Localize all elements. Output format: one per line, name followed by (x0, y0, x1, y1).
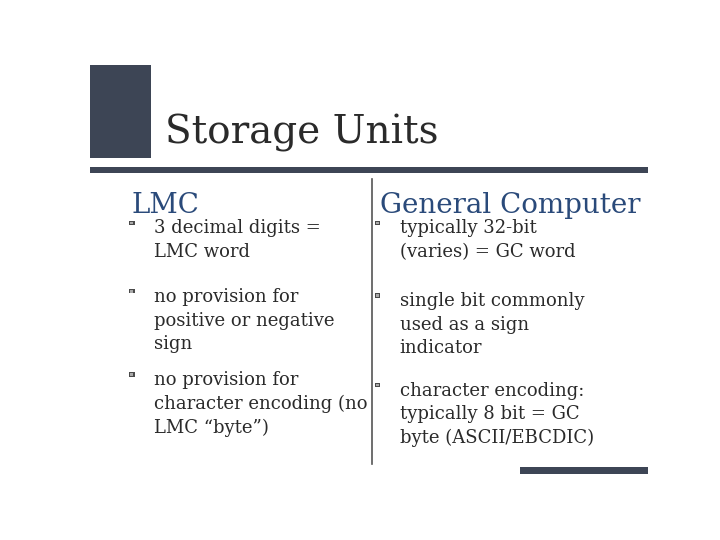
Bar (376, 221, 379, 224)
Bar (374, 221, 380, 225)
Bar (90, 65, 151, 158)
Bar (129, 289, 135, 294)
Text: Storage Units: Storage Units (166, 114, 438, 152)
Bar (374, 294, 380, 298)
Text: single bit commonly
used as a sign
indicator: single bit commonly used as a sign indic… (400, 292, 584, 357)
Text: character encoding:
typically 8 bit = GC
byte (ASCII/EBCDIC): character encoding: typically 8 bit = GC… (400, 382, 594, 447)
Text: no provision for
positive or negative
sign: no provision for positive or negative si… (154, 288, 335, 353)
Bar (376, 384, 379, 386)
Bar (520, 467, 648, 474)
Bar (374, 383, 380, 387)
Text: typically 32-bit
(varies) = GC word: typically 32-bit (varies) = GC word (400, 219, 575, 261)
Bar (129, 373, 135, 377)
Bar (90, 167, 648, 173)
Bar (376, 294, 379, 296)
Bar (130, 291, 133, 293)
Bar (130, 374, 133, 376)
Text: LMC: LMC (132, 192, 199, 219)
Bar (129, 221, 135, 225)
Text: no provision for
character encoding (no
LMC “byte”): no provision for character encoding (no … (154, 371, 368, 437)
Text: General Computer: General Computer (380, 192, 641, 219)
Text: 3 decimal digits =
LMC word: 3 decimal digits = LMC word (154, 219, 321, 261)
Bar (130, 221, 133, 224)
